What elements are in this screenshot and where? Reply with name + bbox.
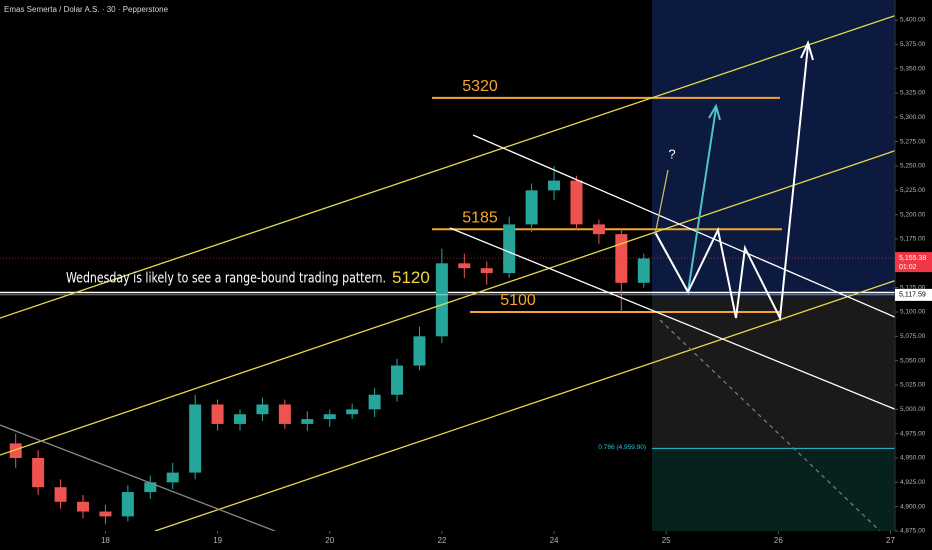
candle-body [32,458,45,488]
level-label: 5320 [462,78,498,95]
candle-body [54,487,67,502]
trend-line [0,424,276,532]
y-tick-label: 5,225.00 [900,187,926,194]
white-path [654,44,809,322]
candle-body [9,443,22,458]
y-tick-label: 5,125.00 [900,284,926,291]
level-label: 5185 [462,209,498,226]
price-tag-label: 5,155.38 [899,255,926,262]
candle-body [637,258,650,283]
question-arrow [654,169,669,236]
candle-body [166,472,179,483]
candle-body [189,404,202,473]
arrow-head [800,40,814,61]
candle-body [615,234,628,283]
y-tick-label: 4,950.00 [900,455,926,462]
channel-line [154,279,898,532]
plot [0,96,895,525]
candle-body [278,404,291,424]
x-axis [0,531,932,550]
candle-body [211,404,224,424]
dashed-line [659,319,881,532]
candle-body [391,365,404,395]
x-tick-label: 19 [213,536,222,545]
x-tick-label: 24 [550,536,559,545]
x-tick-label: 26 [774,536,783,545]
fib-zone [652,448,895,531]
level-label: 5100 [500,292,536,309]
x-tick-label: 20 [325,536,334,545]
trend-line [472,134,898,319]
candle-body [256,404,269,415]
candle-body [480,268,493,274]
y-tick-label: 4,900.00 [900,503,926,510]
candle-body [503,224,516,274]
candle-body [548,180,561,191]
candle-body [435,263,448,337]
y-tick-label: 4,925.00 [900,479,926,486]
price-tag [895,252,932,273]
candle-body [144,482,157,493]
candle-body [570,180,583,225]
candle-body [458,263,471,269]
y-tick-label: 5,375.00 [900,41,926,48]
y-tick-label: 5,200.00 [900,211,926,218]
y-tick-label: 5,075.00 [900,333,926,340]
x-tick-label: 27 [886,536,895,545]
y-tick-label: 5,350.00 [900,65,926,72]
chart-title: Emas Semerta / Dolar A.S. · 30 · Peppers… [4,5,169,14]
y-tick-label: 5,300.00 [900,114,926,121]
y-tick-label: 5,325.00 [900,90,926,97]
y-tick-label: 5,250.00 [900,163,926,170]
candle-body [368,394,381,410]
note: Wednesday is likely to see a range-bound… [66,271,386,287]
y-tick-label: 4,875.00 [900,528,926,535]
candle-body [592,224,605,235]
y-tick-label: 5,100.00 [900,309,926,316]
arrow-head [708,103,721,121]
x-tick-label: 25 [662,536,671,545]
price-tag [895,288,932,301]
y-tick-label: 5,000.00 [900,406,926,413]
candle-body [323,414,336,420]
candle-body [99,511,112,517]
channel-line [0,149,898,456]
candle-body [301,419,314,424]
price-tag-label: 5,117.59 [899,292,926,299]
candle-body [76,501,89,512]
x-tick-label: 18 [101,536,110,545]
y-tick-label: 5,025.00 [900,382,926,389]
projection-zone [652,0,895,297]
candle-body [234,414,247,424]
fib-label: 0.786 (4,959.90) [598,444,646,451]
candle-body [413,336,426,366]
channel-line [0,14,898,319]
drawings [0,14,898,532]
y-tick-label: 5,175.00 [900,236,926,243]
candle-body [525,190,538,225]
countdown: 01:02 [899,264,917,271]
y-tick-label: 5,275.00 [900,138,926,145]
y-axis [895,0,932,550]
y-tick-label: 5,050.00 [900,357,926,364]
question: ? [668,146,675,161]
range-label: 5120 [392,268,430,287]
y-tick-label: 4,975.00 [900,430,926,437]
trend-line [449,227,898,411]
range-zone [652,297,895,448]
candle-body [121,492,134,517]
x-tick-label: 22 [437,536,446,545]
candle-body [346,409,359,415]
y-tick-label: 5,400.00 [900,17,926,24]
